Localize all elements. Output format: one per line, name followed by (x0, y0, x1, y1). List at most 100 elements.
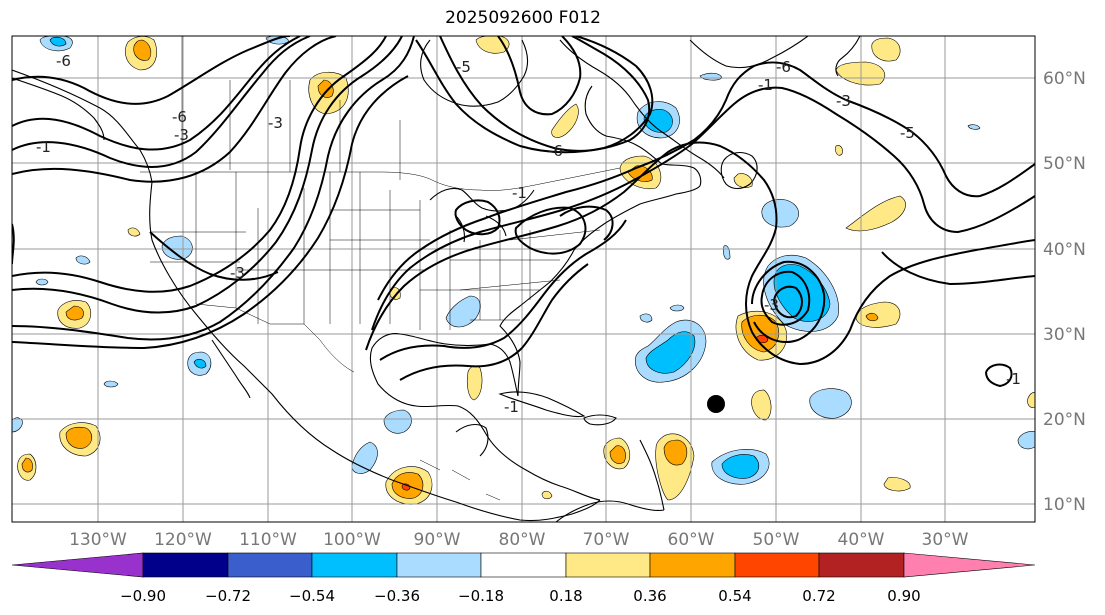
contour (371, 86, 1035, 331)
contour-label: -1 (36, 138, 51, 156)
colorbar-swatch (396, 552, 482, 578)
lat-label: 30°N (1043, 325, 1086, 345)
contour-label: -1 (1006, 370, 1021, 388)
lat-label: 60°N (1043, 69, 1086, 89)
neg-blob (383, 409, 412, 434)
negative-anomaly-shading (12, 36, 1035, 485)
contour (12, 36, 301, 151)
pos-blob (865, 312, 879, 322)
neg-blob (773, 264, 831, 322)
colorbar-tick-label: 0.72 (802, 587, 835, 605)
map-frame (11, 35, 1036, 523)
pos-blob (663, 439, 688, 466)
colorbar-swatch (649, 552, 736, 578)
pos-blob (751, 389, 772, 421)
colorbar-tick-label: 0.36 (633, 587, 666, 605)
map-title: 2025092600 F012 (445, 8, 601, 28)
colorbar-tick-label: −0.18 (458, 587, 504, 605)
pos-blob (133, 39, 152, 61)
contour-label: -6 (776, 58, 791, 76)
neg-blob (645, 331, 696, 374)
neg-blob (721, 454, 760, 479)
colorbar-swatch (565, 552, 651, 578)
colorbar-swatch (734, 552, 820, 578)
coastline-antilles (639, 439, 665, 511)
neg-blob (639, 313, 653, 323)
colorbar-extend-min (11, 552, 144, 578)
contour-label: -3 (764, 296, 779, 314)
contour (399, 263, 589, 381)
contour-label: -6 (548, 142, 563, 160)
neg-blob (669, 304, 685, 312)
lon-label: 90°W (414, 530, 461, 550)
lon-label: 130°W (69, 530, 127, 550)
lon-label: 110°W (239, 530, 297, 550)
political-boundaries (140, 36, 621, 501)
border-us-canada (140, 167, 621, 191)
contour (497, 36, 582, 116)
coastline-hispaniola (583, 414, 617, 426)
coastline-cuba (498, 391, 586, 418)
pos-blob (65, 305, 84, 321)
border-province (229, 80, 401, 180)
border-states-west (150, 172, 331, 324)
border-states-east (459, 229, 601, 321)
contour (751, 260, 826, 343)
coastline-florida (499, 185, 701, 397)
colorbar-extend-max (903, 552, 1036, 578)
border-us-mexico (195, 303, 355, 373)
colorbar-tick-label: 0.18 (549, 587, 582, 605)
contour (12, 36, 415, 341)
contour (12, 36, 387, 293)
contour (514, 206, 587, 255)
contour (985, 363, 1013, 388)
pos-blob (883, 477, 911, 492)
colorbar-tick-label: −0.54 (289, 587, 335, 605)
pos-blob (21, 457, 33, 473)
lon-label: 80°W (499, 530, 546, 550)
contour (881, 251, 1035, 286)
pos-blob (65, 426, 93, 449)
contour-label: -3 (268, 114, 283, 132)
contour-label: -6 (56, 52, 71, 70)
colorbar-swatch (818, 552, 905, 578)
colorbar-swatch (227, 552, 313, 578)
contour (12, 36, 311, 168)
colorbar-labels: −0.90 −0.72 −0.54 −0.36 −0.18 0.18 0.36 … (120, 587, 921, 605)
border-states-central (330, 172, 560, 330)
colorbar-swatch (480, 552, 567, 578)
lon-label: 120°W (154, 530, 212, 550)
contour-label: -1 (504, 398, 519, 416)
positive-anomaly-shading (17, 36, 1035, 505)
contour-label: -5 (900, 124, 915, 142)
neg-blob (103, 380, 119, 388)
coastline-south-america (555, 500, 665, 522)
neg-blob (75, 255, 91, 265)
colorbar-tick-label: −0.36 (374, 587, 420, 605)
colorbar-tick-label: 0.54 (718, 587, 751, 605)
contour-labels: -6 -1 -3 -6 -3 -6 -1 -5 -1 -3 -6 -1 -5 -… (36, 52, 1021, 416)
lat-label: 50°N (1043, 154, 1086, 174)
coastline-baja (211, 339, 251, 399)
pos-blob (127, 227, 141, 237)
contour (454, 199, 501, 236)
contour-label: -6 (172, 108, 187, 126)
contour-label: -3 (836, 92, 851, 110)
contour (12, 36, 291, 105)
contour (559, 205, 614, 241)
coastline-labrador (559, 39, 725, 179)
colorbar-tick-label: −0.72 (205, 587, 251, 605)
neg-blob (35, 278, 49, 286)
contour (149, 231, 279, 281)
pos-blob (1027, 391, 1035, 408)
lon-label: 70°W (583, 530, 630, 550)
neg-blob (761, 199, 799, 228)
neg-blob (161, 235, 193, 260)
neg-blob (193, 358, 207, 369)
pos-blob (835, 145, 843, 156)
colorbar-tick-label: 0.90 (887, 587, 920, 605)
pos-blob (541, 490, 553, 500)
pos-blob (855, 301, 901, 328)
lon-label: 30°W (922, 530, 969, 550)
contour (12, 36, 337, 183)
